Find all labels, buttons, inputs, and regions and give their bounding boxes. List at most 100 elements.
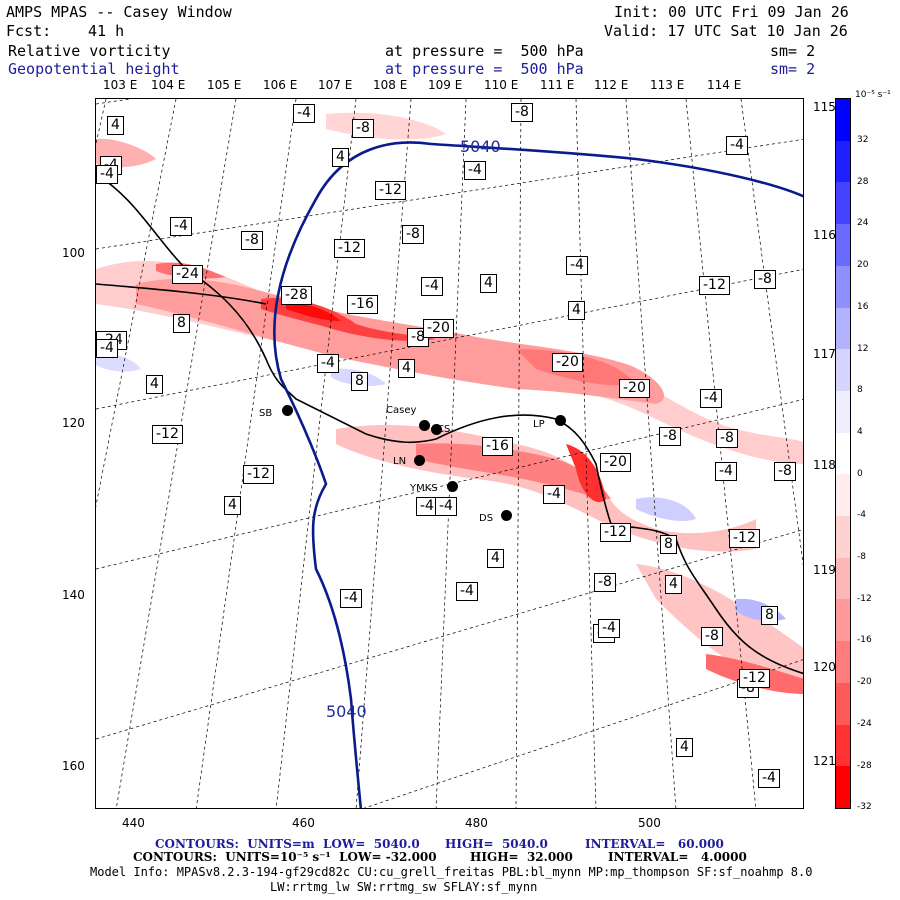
x-tick-label: 500 (638, 816, 661, 830)
geopotential-height-contours (273, 141, 803, 808)
vorticity-contour-label: -4 (293, 104, 315, 124)
station-label: CS (437, 424, 451, 435)
station-dot (419, 420, 430, 431)
colorbar-swatch (836, 224, 850, 267)
top-longitude-label: 112 E (594, 78, 629, 92)
colorbar-label: -32 (857, 802, 872, 813)
field1-level: at pressure = 500 hPa (385, 42, 584, 60)
footer-contours-vorticity: CONTOURS: UNITS=10⁻⁵ s⁻¹ LOW= -32.000 (133, 850, 437, 864)
vorticity-contour-label: -16 (482, 437, 513, 457)
field1-name: Relative vorticity (8, 42, 171, 60)
forecast-label: Fcst: (6, 22, 52, 40)
map-title: AMPS MPAS -- Casey Window (6, 3, 232, 21)
vorticity-contour-label: -24 (172, 265, 203, 285)
forecast-hour: 41 h (88, 22, 125, 40)
top-longitude-label: 107 E (318, 78, 353, 92)
vorticity-contour-label: -20 (423, 319, 454, 339)
vorticity-contour-label: -4 (464, 161, 486, 181)
top-longitude-label: 104 E (151, 78, 186, 92)
vorticity-contour-label: -12 (243, 465, 274, 485)
vorticity-contour-label: 8 (660, 535, 677, 555)
vorticity-contour-label: -20 (619, 379, 650, 399)
vorticity-contour-label: 8 (351, 372, 368, 392)
valid-time: Valid: 17 UTC Sat 10 Jan 26 (604, 22, 848, 40)
footer-vorticity-high: HIGH= 32.000 (470, 850, 573, 864)
colorbar-label: 4 (857, 426, 863, 437)
vorticity-contour-label: 4 (480, 274, 497, 294)
vorticity-contour-label: -4 (700, 389, 722, 409)
vorticity-contour-label: -4 (340, 589, 362, 609)
vorticity-contour-label: -4 (317, 354, 339, 374)
vorticity-contour-label: 4 (676, 738, 693, 758)
vorticity-contour-label: -8 (716, 429, 738, 449)
y-tick-label: 160 (62, 759, 85, 773)
colorbar-label: 16 (857, 301, 869, 312)
x-tick-label: 460 (292, 816, 315, 830)
vorticity-contour-label: 4 (568, 301, 585, 321)
height-label: 5040 (326, 702, 367, 721)
vorticity-contour-label: 4 (224, 496, 241, 516)
top-longitude-label: 109 E (428, 78, 463, 92)
station-label: SB (259, 408, 273, 419)
station-dot (282, 405, 293, 416)
footer-height-interval: INTERVAL= 60.000 (585, 837, 724, 851)
coastline (96, 173, 803, 675)
top-longitude-label: 108 E (373, 78, 408, 92)
colorbar-swatch (836, 641, 850, 684)
vorticity-shading (96, 112, 803, 694)
colorbar-label: 32 (857, 135, 869, 145)
footer-model-info: Model Info: MPASv8.2.3-194-gf29cd82c CU:… (90, 865, 813, 879)
vorticity-contour-label: 4 (398, 359, 415, 379)
vorticity-contour-label: -20 (552, 353, 583, 373)
y-tick-label: 120 (62, 416, 85, 430)
colorbar-swatch (836, 390, 850, 434)
vorticity-contour-label: 4 (146, 375, 163, 395)
colorbar-label: -8 (857, 552, 866, 562)
vorticity-contour-label: -4 (96, 339, 118, 359)
colorbar-unit: 10⁻⁵ s⁻¹ (855, 90, 891, 100)
vorticity-contour-label: 4 (665, 575, 682, 595)
vorticity-contour-label: -8 (754, 270, 776, 290)
vorticity-contour-label: -8 (594, 573, 616, 593)
latlon-grid (96, 99, 803, 808)
station-dot (431, 424, 442, 435)
station-label: LP (533, 419, 545, 430)
vorticity-contour-label: -8 (352, 119, 374, 139)
vorticity-contour-label: -4 (456, 582, 478, 602)
colorbar-swatch (836, 766, 850, 809)
colorbar-swatch (836, 516, 850, 559)
colorbar-swatch (836, 557, 850, 600)
field2-smoothing: sm= 2 (770, 60, 816, 78)
vorticity-contour-label: -4 (170, 217, 192, 237)
init-time: Init: 00 UTC Fri 09 Jan 26 (614, 3, 849, 21)
vorticity-contour-label: -4 (543, 485, 565, 505)
vorticity-contour-label: -12 (600, 523, 631, 543)
vorticity-contour-label: -16 (347, 295, 378, 315)
x-tick-label: 440 (122, 816, 145, 830)
station-label: LN (393, 456, 407, 467)
vorticity-contour-label: 8 (761, 606, 778, 626)
y-tick-label: 140 (62, 588, 85, 602)
y-tick-label: 100 (62, 246, 85, 260)
field2-level: at pressure = 500 hPa (385, 60, 584, 78)
vorticity-contour-label: 4 (487, 549, 504, 569)
colorbar (835, 98, 851, 809)
top-longitude-label: 114 E (707, 78, 742, 92)
footer-contours-height: CONTOURS: UNITS=m LOW= 5040.0 (155, 837, 420, 851)
vorticity-contour-label: -12 (334, 239, 365, 259)
colorbar-label: -28 (857, 760, 872, 771)
footer-model-info-2: LW:rrtmg_lw SW:rrtmg_sw SFLAY:sf_mynn (270, 880, 538, 894)
colorbar-swatch (836, 432, 850, 475)
station-dot (414, 455, 425, 466)
vorticity-contour-label: -12 (739, 669, 770, 689)
field2-name: Geopotential height (8, 60, 180, 78)
vorticity-contour-label: 4 (107, 116, 124, 136)
vorticity-contour-label: -12 (729, 529, 760, 549)
colorbar-label: -24 (857, 718, 872, 729)
colorbar-label: -12 (857, 593, 872, 604)
colorbar-swatch (836, 140, 850, 183)
station-dot (555, 415, 566, 426)
colorbar-label: 0 (857, 468, 863, 479)
colorbar-swatch (836, 599, 850, 642)
x-tick-label: 480 (465, 816, 488, 830)
